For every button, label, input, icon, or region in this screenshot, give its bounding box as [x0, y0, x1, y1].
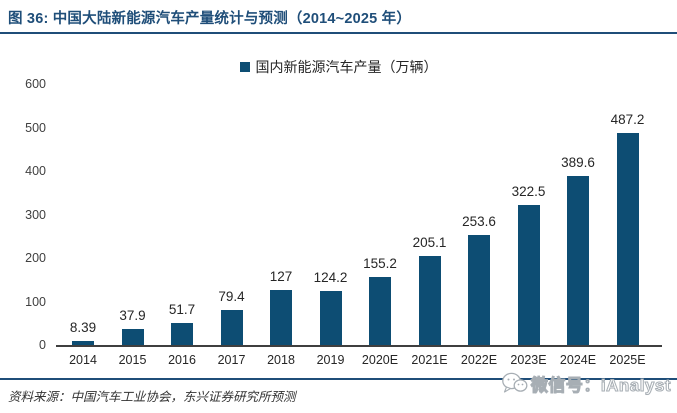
bar-value-label: 322.5 — [511, 183, 546, 199]
bar — [567, 175, 589, 345]
bar-value-label: 205.1 — [412, 234, 447, 250]
bar — [270, 289, 292, 345]
bar — [220, 310, 243, 345]
bar — [171, 322, 193, 345]
bar-value-label: 253.6 — [462, 213, 496, 229]
bar — [616, 133, 639, 345]
x-tick-label: 2021E — [411, 353, 448, 367]
bar-value-label: 389.6 — [561, 154, 595, 170]
bar-value-label: 487.2 — [610, 112, 645, 128]
source-note: 资料来源：中国汽车工业协会，东兴证券研究所预测 — [8, 390, 296, 404]
bar-value-label: 37.9 — [119, 307, 146, 323]
bar-value-label: 51.7 — [168, 301, 196, 317]
x-tick-label: 2019 — [316, 353, 345, 367]
watermark-text: 微信号：iAnalyst — [530, 375, 671, 395]
footer-divider — [0, 378, 677, 380]
y-tick-label: 300 — [25, 207, 46, 222]
x-tick-label: 2016 — [168, 353, 196, 367]
y-tick-label: 600 — [25, 77, 46, 91]
x-axis-line — [56, 345, 662, 347]
y-tick-label: 500 — [25, 120, 46, 135]
x-tick-label: 2022E — [460, 353, 498, 367]
bar — [121, 328, 144, 345]
legend-label: 国内新能源汽车产量（万辆） — [255, 59, 438, 75]
y-tick-label: 200 — [25, 251, 46, 265]
x-tick-label: 2014 — [69, 353, 97, 367]
bar-value-label: 127 — [269, 268, 293, 284]
bar-value-label: 79.4 — [218, 289, 245, 305]
x-tick-label: 2023E — [510, 353, 547, 367]
bar — [468, 234, 490, 345]
x-tick-label: 2024E — [559, 353, 597, 367]
x-tick-label: 2025E — [609, 353, 646, 367]
bar — [369, 277, 391, 345]
y-tick-label: 400 — [25, 164, 46, 178]
bar-value-label: 155.2 — [363, 256, 397, 272]
watermark: 微信号：iAnalyst — [501, 371, 671, 395]
chart-legend: 国内新能源汽车产量（万辆） — [0, 57, 677, 77]
bar — [418, 255, 441, 345]
x-tick-label: 2015 — [118, 353, 147, 367]
x-tick-label: 2020E — [361, 353, 399, 367]
y-tick-label: 0 — [39, 338, 46, 352]
bar — [517, 204, 540, 345]
bar — [72, 341, 94, 345]
bar-value-label: 8.39 — [69, 320, 97, 336]
y-tick-label: 100 — [25, 294, 46, 309]
x-tick-label: 2017 — [217, 353, 246, 367]
bar — [319, 290, 342, 345]
bar-value-label: 124.2 — [313, 269, 348, 285]
x-tick-label: 2018 — [267, 353, 295, 367]
figure-title: 图 36: 中国大陆新能源汽车产量统计与预测（2014~2025 年） — [8, 11, 412, 27]
legend-marker — [239, 62, 250, 72]
wechat-icon — [502, 372, 528, 393]
title-divider — [0, 32, 677, 34]
